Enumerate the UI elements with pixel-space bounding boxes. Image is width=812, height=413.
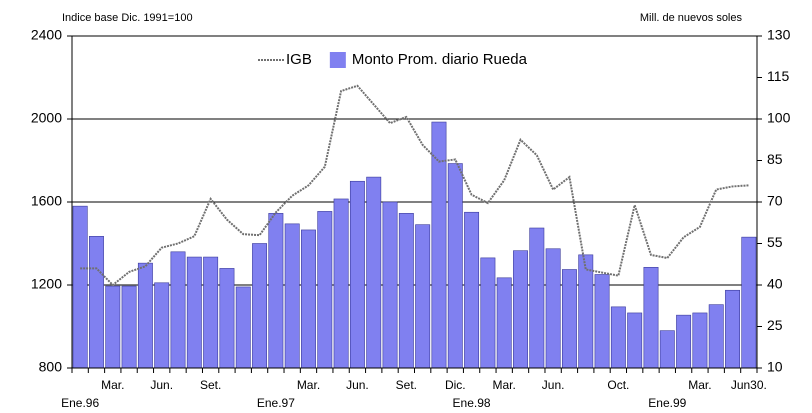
left-axis-note: Indice base Dic. 1991=100	[62, 12, 193, 24]
bar	[529, 227, 545, 369]
bar	[692, 312, 708, 369]
bar	[447, 163, 463, 369]
bar	[643, 266, 659, 369]
bar	[301, 229, 316, 369]
bar	[72, 205, 88, 369]
legend-label: Monto Prom. diario Rueda	[352, 51, 528, 68]
bar	[610, 306, 626, 369]
y-tick-label: 2000	[31, 110, 62, 126]
bar	[676, 314, 692, 369]
bar	[741, 236, 757, 369]
bar	[659, 330, 675, 369]
x-tick-label: Ene.98	[453, 396, 491, 410]
bar	[415, 224, 431, 369]
y2-tick-label: 70	[767, 193, 783, 209]
y2-tick-label: 100	[767, 110, 791, 126]
bar	[545, 248, 561, 369]
x-tick-label: Mar.	[101, 378, 124, 392]
x-tick-label: Mar.	[297, 378, 320, 392]
bar	[105, 285, 121, 369]
x-tick-label: Dic.	[445, 378, 466, 392]
bar	[464, 211, 480, 369]
bar	[137, 262, 153, 369]
bar	[366, 176, 382, 369]
bar	[627, 312, 643, 369]
bar	[203, 256, 219, 369]
bar	[268, 213, 284, 369]
bar	[725, 289, 740, 369]
bar	[561, 269, 577, 369]
x-tick-label: Mar.	[493, 378, 516, 392]
bar	[431, 121, 447, 369]
bar	[708, 304, 724, 369]
bar	[170, 251, 186, 369]
bar	[284, 223, 300, 369]
bar	[317, 211, 333, 369]
x-tick-label: Jun30.	[731, 378, 767, 392]
bar	[480, 257, 496, 369]
bar	[496, 277, 512, 369]
y2-tick-label: 130	[767, 27, 791, 43]
bar	[121, 285, 137, 369]
right-axis-note: Mill. de nuevos soles	[640, 12, 743, 24]
bar	[235, 286, 251, 369]
y2-tick-label: 40	[767, 276, 783, 292]
bar	[398, 213, 414, 369]
y2-tick-label: 25	[767, 317, 783, 333]
bar	[513, 250, 528, 369]
y-tick-label: 2400	[31, 27, 62, 43]
y2-tick-label: 10	[767, 359, 783, 375]
y-tick-label: 800	[39, 359, 63, 375]
bar	[154, 282, 170, 369]
bar	[594, 274, 610, 369]
y2-tick-label: 115	[767, 68, 790, 84]
x-tick-label: Ene.97	[257, 396, 295, 410]
y-tick-label: 1200	[31, 276, 62, 292]
x-tick-label: Jun.	[346, 378, 369, 392]
x-tick-label: Set.	[200, 378, 221, 392]
y2-tick-label: 85	[767, 151, 783, 167]
bar	[578, 254, 594, 369]
bar	[333, 198, 349, 369]
x-tick-label: Jun.	[542, 378, 565, 392]
bar	[186, 256, 202, 369]
x-tick-label: Set.	[396, 378, 417, 392]
bar	[219, 268, 235, 369]
bar	[349, 180, 365, 369]
x-tick-label: Mar.	[688, 378, 711, 392]
y2-tick-label: 55	[767, 234, 783, 250]
legend-label: IGB	[286, 51, 312, 68]
bar	[382, 201, 398, 369]
legend-swatch	[329, 52, 346, 68]
x-tick-label: Ene.99	[648, 396, 686, 410]
x-tick-label: Jun.	[150, 378, 173, 392]
x-tick-label: Ene.96	[61, 396, 99, 410]
bar	[89, 236, 104, 369]
x-tick-label: Oct.	[607, 378, 629, 392]
y-tick-label: 1600	[31, 193, 62, 209]
bar	[252, 243, 268, 369]
